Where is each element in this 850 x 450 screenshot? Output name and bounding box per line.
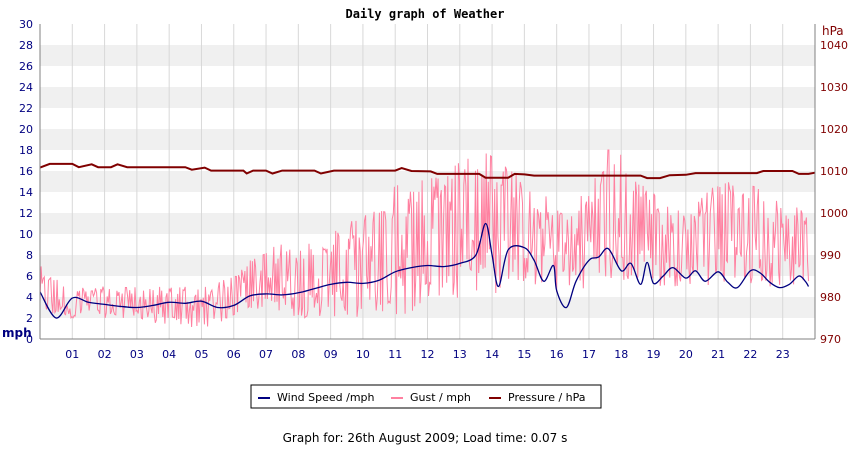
legend-label: Gust / mph	[410, 391, 471, 404]
left-tick-label: 18	[19, 144, 33, 157]
right-tick-label: 1020	[820, 123, 848, 136]
x-tick-label: 01	[65, 348, 79, 361]
tick-labels: 0246810121416182022242628309709809901000…	[19, 18, 848, 361]
left-tick-label: 16	[19, 165, 33, 178]
legend-label: Wind Speed /mph	[277, 391, 375, 404]
left-tick-label: 14	[19, 186, 33, 199]
x-tick-label: 16	[550, 348, 564, 361]
left-tick-label: 2	[26, 312, 33, 325]
x-tick-label: 23	[776, 348, 790, 361]
left-tick-label: 6	[26, 270, 33, 283]
x-tick-label: 18	[614, 348, 628, 361]
left-axis-unit: mph	[2, 326, 32, 340]
legend-box	[250, 384, 602, 409]
x-tick-label: 19	[647, 348, 661, 361]
footer-status: Graph for: 26th August 2009; Load time: …	[282, 431, 568, 445]
axes	[39, 24, 816, 340]
x-tick-label: 12	[421, 348, 435, 361]
x-tick-label: 11	[388, 348, 402, 361]
x-tick-label: 10	[356, 348, 370, 361]
gust-line	[39, 149, 809, 328]
left-tick-label: 30	[19, 18, 33, 31]
left-tick-label: 4	[26, 291, 33, 304]
x-tick-label: 05	[194, 348, 208, 361]
x-tick-label: 07	[259, 348, 273, 361]
left-tick-label: 10	[19, 228, 33, 241]
left-tick-label: 0	[26, 333, 33, 346]
left-tick-label: 22	[19, 102, 33, 115]
x-tick-label: 02	[98, 348, 112, 361]
right-tick-label: 980	[820, 291, 841, 304]
x-tick-label: 13	[453, 348, 467, 361]
pressure-line	[39, 162, 816, 180]
right-tick-label: 1030	[820, 81, 848, 94]
weather-chart: Daily graph of Weather mph hPa 024681012…	[2, 7, 848, 409]
x-tick-label: 04	[162, 348, 176, 361]
left-tick-label: 20	[19, 123, 33, 136]
legend: Wind Speed /mph Gust / mph Pressure / hPa	[250, 384, 602, 409]
wind-speed-line	[39, 222, 810, 319]
right-axis-unit: hPa	[822, 24, 844, 38]
right-tick-label: 1000	[820, 207, 848, 220]
pressure-series	[39, 162, 816, 180]
x-tick-label: 09	[324, 348, 338, 361]
right-tick-label: 1040	[820, 39, 848, 52]
gust-series	[39, 149, 809, 328]
right-tick-label: 970	[820, 333, 841, 346]
x-tick-label: 20	[679, 348, 693, 361]
right-tick-label: 1010	[820, 165, 848, 178]
wind-speed-series	[39, 222, 810, 319]
left-tick-label: 28	[19, 39, 33, 52]
x-tick-label: 21	[711, 348, 725, 361]
x-tick-label: 03	[130, 348, 144, 361]
left-tick-label: 24	[19, 81, 33, 94]
x-tick-label: 08	[291, 348, 305, 361]
x-tick-label: 15	[517, 348, 531, 361]
legend-label: Pressure / hPa	[508, 391, 586, 404]
x-tick-label: 17	[582, 348, 596, 361]
left-tick-label: 8	[26, 249, 33, 262]
x-tick-label: 14	[485, 348, 499, 361]
right-tick-label: 990	[820, 249, 841, 262]
x-tick-label: 06	[227, 348, 241, 361]
x-tick-label: 22	[743, 348, 757, 361]
chart-title: Daily graph of Weather	[346, 7, 505, 21]
left-tick-label: 12	[19, 207, 33, 220]
left-tick-label: 26	[19, 60, 33, 73]
